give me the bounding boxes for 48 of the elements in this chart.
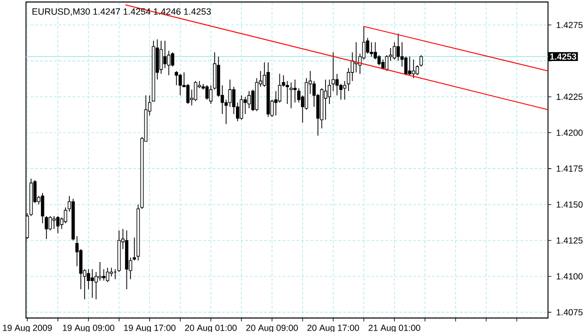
- candlestick: [328, 79, 332, 104]
- candlestick: [44, 216, 48, 240]
- candlestick: [110, 267, 114, 277]
- candlestick: [366, 38, 370, 54]
- candlestick: [293, 79, 297, 103]
- ref-line-label: 1.4253: [550, 53, 576, 60]
- candlestick: [90, 268, 94, 298]
- y-tick-label: 1.4175: [556, 166, 583, 172]
- candlestick: [98, 262, 102, 282]
- y-tick-label: 1.4225: [556, 94, 583, 100]
- candlestick: [392, 42, 396, 60]
- candlestick: [102, 268, 106, 282]
- candlestick: [244, 96, 247, 114]
- candlestick: [163, 40, 167, 68]
- candlestick: [56, 216, 60, 234]
- candlestick: [381, 59, 385, 70]
- candlestick: [40, 192, 44, 224]
- candlestick: [377, 54, 381, 66]
- candlestick: [159, 40, 163, 74]
- candlestick: [52, 216, 56, 230]
- y-tick-label: 1.4075: [556, 309, 583, 316]
- candlestick: [408, 56, 412, 76]
- candlestick: [94, 272, 98, 300]
- y-tick-label: 1.4100: [556, 273, 583, 280]
- text: EURUSD,M30 1.4247 1.4254 1.4246 1.4253: [32, 8, 211, 16]
- candlestick: [228, 79, 232, 108]
- candlestick: [86, 268, 90, 290]
- candlestick: [412, 59, 416, 79]
- candlestick: [370, 42, 374, 57]
- candlestick: [324, 79, 328, 120]
- candlestick: [209, 84, 212, 104]
- candlestick: [247, 90, 251, 109]
- y-tick-label: 1.4275: [556, 22, 583, 28]
- candlestick: [170, 52, 174, 68]
- candlestick: [48, 216, 52, 231]
- candlestick: [290, 82, 293, 109]
- candlestick: [240, 94, 244, 120]
- candlestick: [106, 267, 110, 282]
- candlestick: [174, 70, 178, 86]
- candlestick: [178, 73, 182, 96]
- candlestick: [205, 84, 209, 100]
- candlestick: [186, 83, 190, 104]
- candlestick: [420, 54, 423, 68]
- candlestick: [335, 73, 339, 96]
- y-tick-label: 1.4125: [556, 237, 583, 244]
- y-tick-label: 1.4200: [556, 130, 583, 136]
- candlestick: [194, 80, 198, 102]
- y-tick-label: 1.4150: [556, 201, 583, 208]
